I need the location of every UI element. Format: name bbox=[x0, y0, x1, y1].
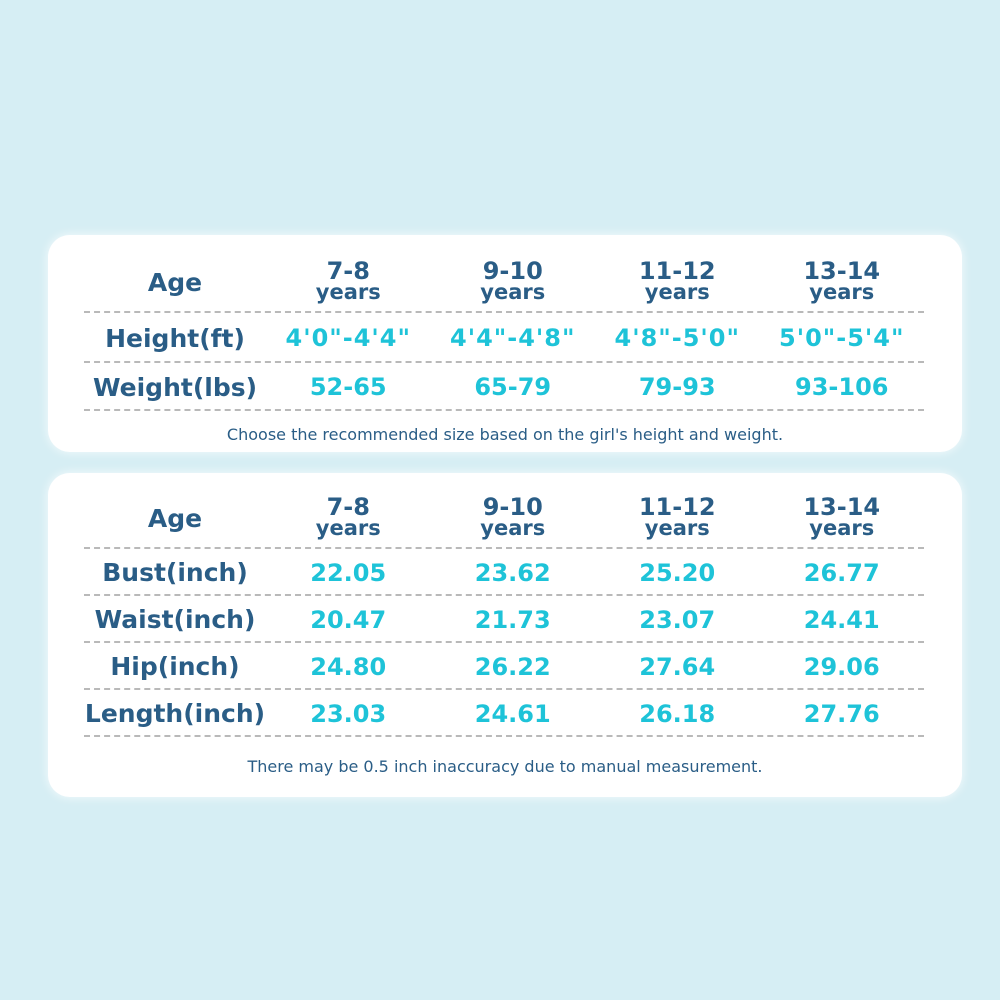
header-row: Age 7-8 years 9-10 years 11-12 years 13-… bbox=[84, 251, 924, 313]
bust-value: 25.20 bbox=[639, 558, 716, 587]
age-unit: years bbox=[809, 280, 875, 304]
age-range: 11-12 bbox=[638, 257, 716, 285]
body-measurements-card: Age 7-8 years 9-10 years 11-12 years 13-… bbox=[48, 473, 962, 797]
age-range: 9-10 bbox=[482, 493, 543, 521]
age-column-header: 9-10 years bbox=[431, 257, 596, 304]
waist-value: 23.07 bbox=[639, 605, 716, 634]
age-column-header: 7-8 years bbox=[266, 257, 431, 304]
age-unit: years bbox=[644, 516, 710, 540]
weight-value: 93-106 bbox=[795, 373, 889, 401]
age-range: 11-12 bbox=[638, 493, 716, 521]
age-column-header: 13-14 years bbox=[760, 493, 925, 540]
header-row: Age 7-8 years 9-10 years 11-12 years 13-… bbox=[84, 487, 924, 549]
age-unit: years bbox=[315, 516, 381, 540]
age-range: 7-8 bbox=[326, 257, 370, 285]
row-label-length: Length(inch) bbox=[84, 699, 266, 728]
height-value: 4'8"-5'0" bbox=[614, 324, 740, 352]
weight-value: 79-93 bbox=[638, 373, 716, 401]
size-by-height-weight-card: Age 7-8 years 9-10 years 11-12 years 13-… bbox=[48, 235, 962, 452]
table-row-length: Length(inch) 23.03 24.61 26.18 27.76 bbox=[84, 690, 924, 737]
bust-value: 23.62 bbox=[474, 558, 551, 587]
length-value: 26.18 bbox=[639, 699, 716, 728]
table-row-weight: Weight(lbs) 52-65 65-79 79-93 93-106 bbox=[84, 363, 924, 411]
age-column-header: 13-14 years bbox=[760, 257, 925, 304]
age-range: 7-8 bbox=[326, 493, 370, 521]
age-header-label: Age bbox=[147, 503, 203, 533]
row-label-bust: Bust(inch) bbox=[102, 558, 248, 587]
hip-value: 26.22 bbox=[474, 652, 551, 681]
hip-value: 29.06 bbox=[803, 652, 880, 681]
age-column-header: 9-10 years bbox=[431, 493, 596, 540]
hip-value: 24.80 bbox=[310, 652, 387, 681]
row-label-height: Height(ft) bbox=[105, 323, 245, 353]
waist-value: 24.41 bbox=[803, 605, 880, 634]
weight-value: 65-79 bbox=[474, 373, 552, 401]
age-unit: years bbox=[315, 280, 381, 304]
row-label-weight: Weight(lbs) bbox=[92, 372, 258, 402]
age-unit: years bbox=[644, 280, 710, 304]
length-value: 27.76 bbox=[803, 699, 880, 728]
waist-value: 21.73 bbox=[474, 605, 551, 634]
age-range: 13-14 bbox=[803, 493, 881, 521]
height-value: 4'4"-4'8" bbox=[450, 324, 576, 352]
age-header-label: Age bbox=[147, 267, 203, 297]
row-label-waist: Waist(inch) bbox=[94, 605, 256, 634]
age-unit: years bbox=[480, 516, 546, 540]
age-column-header: 11-12 years bbox=[595, 493, 760, 540]
table-row-height: Height(ft) 4'0"-4'4" 4'4"-4'8" 4'8"-5'0"… bbox=[84, 313, 924, 363]
waist-value: 20.47 bbox=[310, 605, 387, 634]
table-row-bust: Bust(inch) 22.05 23.62 25.20 26.77 bbox=[84, 549, 924, 596]
height-value: 4'0"-4'4" bbox=[285, 324, 411, 352]
table-row-hip: Hip(inch) 24.80 26.22 27.64 29.06 bbox=[84, 643, 924, 690]
weight-value: 52-65 bbox=[309, 373, 387, 401]
age-unit: years bbox=[480, 280, 546, 304]
row-label-hip: Hip(inch) bbox=[110, 652, 240, 681]
age-range: 13-14 bbox=[803, 257, 881, 285]
age-range: 9-10 bbox=[482, 257, 543, 285]
hip-value: 27.64 bbox=[639, 652, 716, 681]
height-value: 5'0"-5'4" bbox=[779, 324, 905, 352]
age-unit: years bbox=[809, 516, 875, 540]
bust-value: 22.05 bbox=[310, 558, 387, 587]
length-value: 23.03 bbox=[310, 699, 387, 728]
bust-value: 26.77 bbox=[803, 558, 880, 587]
measurement-accuracy-note: There may be 0.5 inch inaccuracy due to … bbox=[247, 757, 763, 776]
length-value: 24.61 bbox=[474, 699, 551, 728]
age-column-header: 11-12 years bbox=[595, 257, 760, 304]
age-column-header: 7-8 years bbox=[266, 493, 431, 540]
table-row-waist: Waist(inch) 20.47 21.73 23.07 24.41 bbox=[84, 596, 924, 643]
size-recommendation-note: Choose the recommended size based on the… bbox=[226, 425, 784, 444]
